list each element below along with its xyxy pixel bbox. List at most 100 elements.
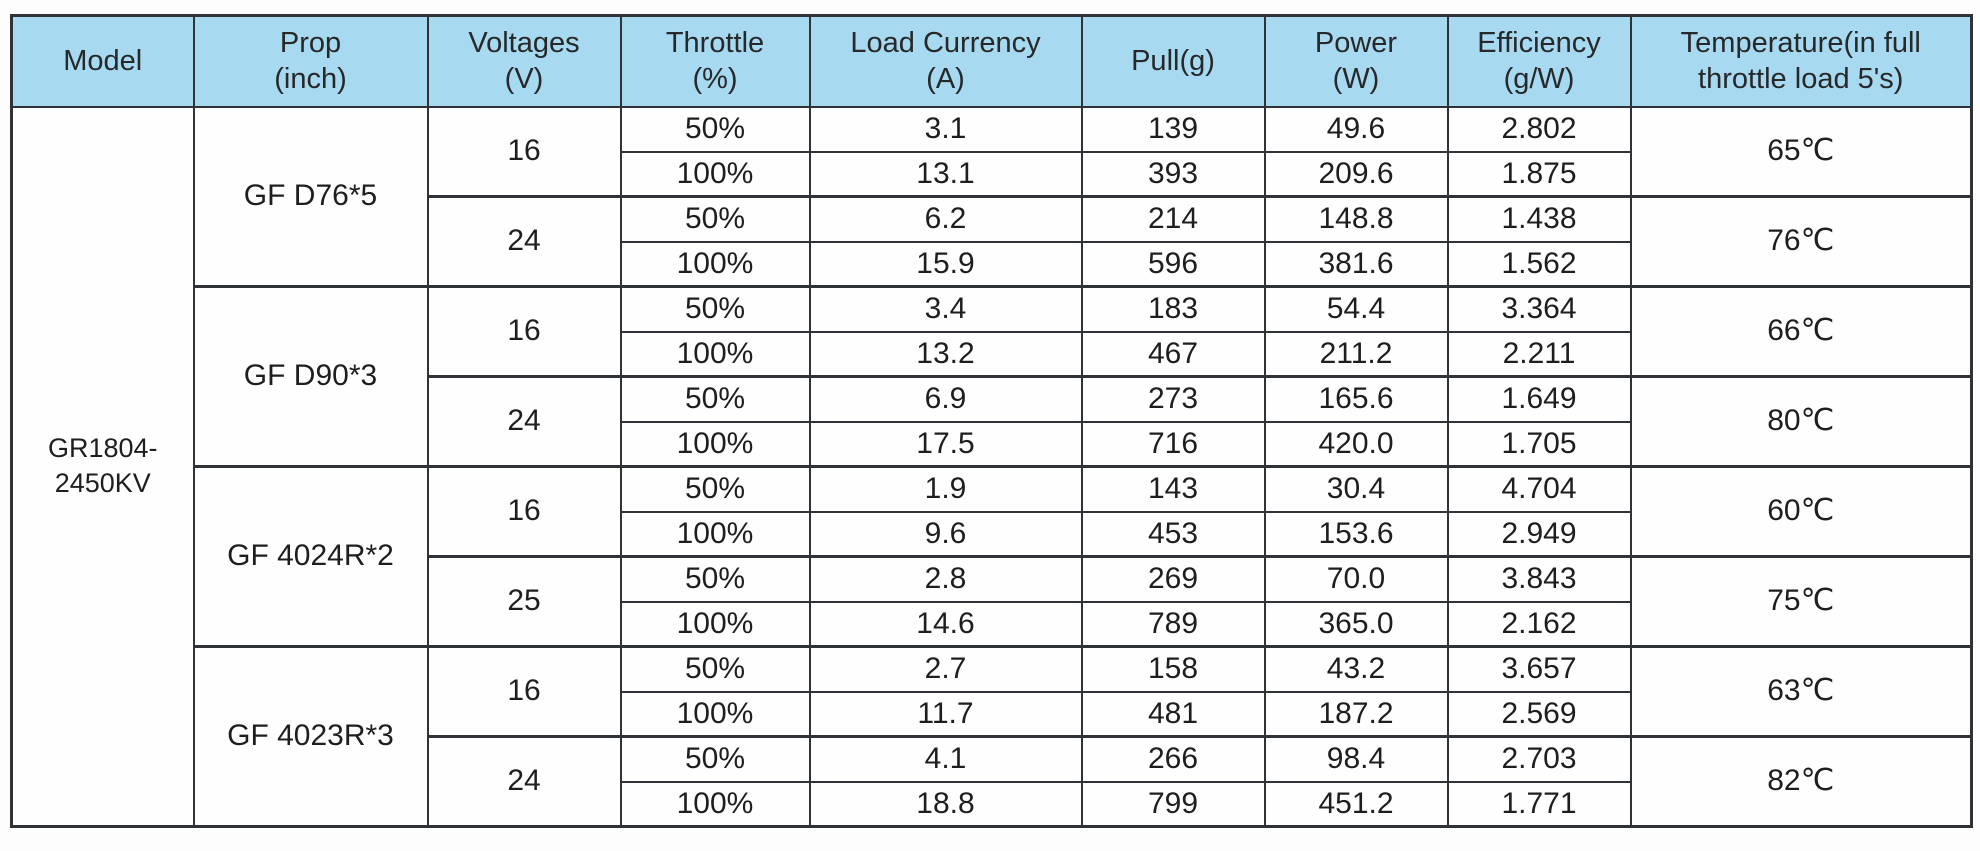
load-current-cell: 1.9	[808, 465, 1083, 513]
table-row: 100% 17.5 716 420.0 1.705	[12, 420, 1972, 468]
power-cell: 211.2	[1263, 330, 1449, 378]
pull-cell: 481	[1080, 690, 1266, 738]
table-row: 24 50% 4.1 266 98.4 2.703 82℃	[12, 735, 1973, 828]
motor-spec-table: Model Prop (inch) Voltages (V) Throttle (%)…	[10, 14, 1973, 828]
pull-cell: 266	[1080, 735, 1266, 783]
header-label: (inch)	[274, 63, 347, 96]
voltage-cell: 16	[426, 645, 622, 738]
model-cell: GR1804- 2450KV	[10, 105, 195, 828]
load-current-cell: 6.2	[808, 195, 1083, 243]
efficiency-cell: 1.771	[1446, 780, 1632, 828]
voltage-cell: 16	[426, 105, 622, 198]
table-row: 100% 18.8 799 451.2 1.771	[12, 780, 1972, 828]
temperature-cell: 66℃	[1629, 285, 1973, 378]
power-cell: 209.6	[1263, 150, 1449, 198]
power-cell: 30.4	[1263, 465, 1449, 513]
temperature-cell: 60℃	[1629, 465, 1973, 558]
header-row: Model Prop (inch) Voltages (V) Throttle (%)…	[10, 14, 1973, 108]
table-row: 100% 9.6 453 153.6 2.949	[12, 510, 1972, 558]
header-label: (V)	[504, 63, 544, 96]
pull-cell: 789	[1080, 600, 1266, 648]
header-label: Temperature(in full	[1680, 27, 1921, 59]
power-cell: 365.0	[1263, 600, 1449, 648]
temperature-cell: 80℃	[1629, 375, 1973, 468]
power-cell: 49.6	[1263, 105, 1449, 153]
power-cell: 98.4	[1263, 735, 1449, 783]
power-cell: 420.0	[1263, 420, 1449, 468]
header-label: Prop	[279, 27, 342, 59]
power-cell: 381.6	[1263, 240, 1449, 288]
header-label: Pull(g)	[1131, 45, 1215, 78]
efficiency-cell: 1.562	[1446, 240, 1632, 288]
table-row: 100% 13.1 393 209.6 1.875	[12, 150, 1972, 198]
table-row: 24 50% 6.2 214 148.8 1.438 76℃	[12, 195, 1973, 288]
efficiency-cell: 4.704	[1446, 465, 1632, 513]
header-label: (%)	[692, 63, 738, 96]
header-label: Efficiency	[1477, 27, 1601, 59]
voltage-cell: 25	[426, 555, 622, 648]
temperature-cell: 76℃	[1629, 195, 1973, 288]
power-cell: 153.6	[1263, 510, 1449, 558]
load-current-cell: 4.1	[808, 735, 1083, 783]
prop-cell: GF 4024R*2	[192, 465, 429, 648]
pull-cell: 143	[1080, 465, 1266, 513]
efficiency-cell: 2.569	[1446, 690, 1632, 738]
throttle-cell: 50%	[619, 375, 811, 423]
voltage-cell: 16	[426, 285, 622, 378]
load-current-cell: 13.1	[808, 150, 1083, 198]
pull-cell: 158	[1080, 645, 1266, 693]
table-row: 100% 13.2 467 211.2 2.211	[12, 330, 1972, 378]
efficiency-cell: 3.364	[1446, 285, 1632, 333]
load-current-cell: 17.5	[808, 420, 1083, 468]
throttle-cell: 100%	[619, 510, 811, 558]
efficiency-cell: 1.705	[1446, 420, 1632, 468]
power-cell: 70.0	[1263, 555, 1449, 603]
temperature-cell: 75℃	[1629, 555, 1973, 648]
efficiency-cell: 3.657	[1446, 645, 1632, 693]
pull-cell: 799	[1080, 780, 1266, 828]
table-row: 24 50% 6.9 273 165.6 1.649 80℃	[12, 375, 1973, 468]
table-row: GF D90*3 16 50% 3.4 183 54.4 3.364 66℃	[12, 285, 1973, 468]
pull-cell: 596	[1080, 240, 1266, 288]
load-current-cell: 3.1	[808, 105, 1083, 153]
throttle-cell: 100%	[619, 420, 811, 468]
prop-cell: GF D90*3	[192, 285, 429, 468]
power-cell: 451.2	[1263, 780, 1449, 828]
col-header-prop: Prop (inch)	[192, 14, 429, 108]
load-current-cell: 13.2	[808, 330, 1083, 378]
table-header: Model Prop (inch) Voltages (V) Throttle (%)…	[10, 14, 1973, 108]
throttle-cell: 100%	[619, 330, 811, 378]
table-row: GF 4024R*2 16 50% 1.9 143 30.4 4.704 60℃	[12, 465, 1973, 648]
table-row: 100% 11.7 481 187.2 2.569	[12, 690, 1972, 738]
pull-cell: 393	[1080, 150, 1266, 198]
col-header-pull: Pull(g)	[1080, 14, 1266, 108]
efficiency-cell: 2.703	[1446, 735, 1632, 783]
throttle-cell: 100%	[619, 780, 811, 828]
temperature-cell: 65℃	[1629, 105, 1973, 198]
power-cell: 54.4	[1263, 285, 1449, 333]
efficiency-cell: 1.438	[1446, 195, 1632, 243]
throttle-cell: 100%	[619, 600, 811, 648]
efficiency-cell: 1.649	[1446, 375, 1632, 423]
table-row: 100% 15.9 596 381.6 1.562	[12, 240, 1972, 288]
header-label: throttle load 5's)	[1698, 63, 1904, 96]
efficiency-cell: 2.211	[1446, 330, 1632, 378]
load-current-cell: 9.6	[808, 510, 1083, 558]
prop-cell: GF 4023R*3	[192, 645, 429, 828]
throttle-cell: 50%	[619, 735, 811, 783]
temperature-cell: 82℃	[1629, 735, 1973, 828]
throttle-cell: 100%	[619, 150, 811, 198]
efficiency-cell: 2.802	[1446, 105, 1632, 153]
pull-cell: 273	[1080, 375, 1266, 423]
load-current-cell: 11.7	[808, 690, 1083, 738]
pull-cell: 183	[1080, 285, 1266, 333]
col-header-throttle: Throttle (%)	[619, 14, 811, 108]
load-current-cell: 2.8	[808, 555, 1083, 603]
pull-cell: 269	[1080, 555, 1266, 603]
efficiency-cell: 2.162	[1446, 600, 1632, 648]
load-current-cell: 18.8	[808, 780, 1083, 828]
header-label: Model	[63, 45, 143, 78]
table-row: 25 50% 2.8 269 70.0 3.843 75℃	[12, 555, 1973, 648]
throttle-cell: 50%	[619, 555, 811, 603]
col-header-temperature: Temperature(in full throttle load 5's)	[1629, 14, 1973, 108]
